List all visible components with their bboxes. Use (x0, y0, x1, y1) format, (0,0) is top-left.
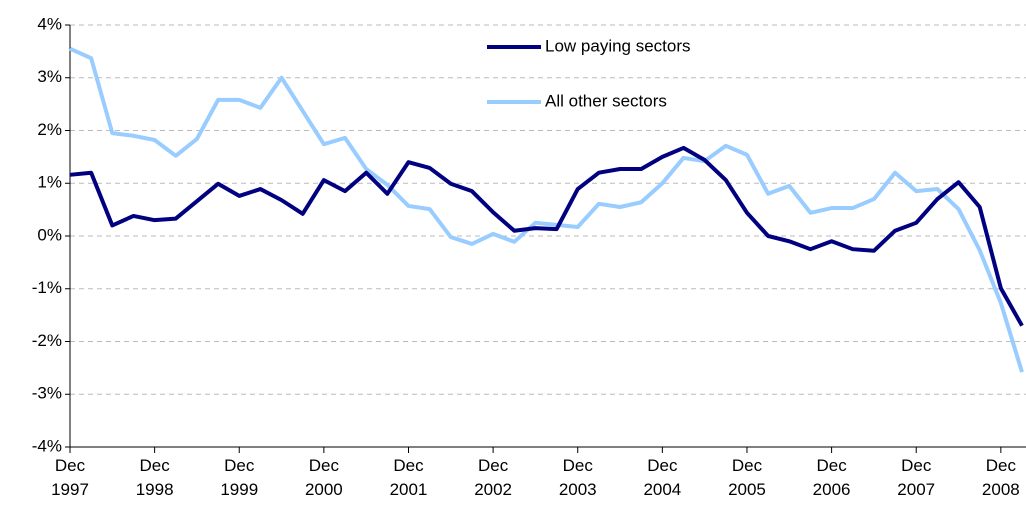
x-tick-label: Dec 2001 (390, 456, 428, 499)
series-line (69, 145, 1024, 327)
x-tick-label: Dec 2008 (982, 456, 1020, 499)
x-tick-label: Dec 2000 (305, 456, 343, 499)
y-tick-label: -4% (32, 436, 62, 455)
legend-label: Low paying sectors (545, 36, 691, 55)
y-tick-label: 4% (37, 14, 62, 33)
x-tick-label: Dec 1999 (220, 456, 258, 499)
x-tick-label: Dec 2005 (728, 456, 766, 499)
legend-label: All other sectors (545, 91, 667, 110)
x-tick-label: Dec 2002 (474, 456, 512, 499)
y-tick-label: 3% (37, 67, 62, 86)
y-tick-label: -2% (32, 331, 62, 350)
y-tick-label: 0% (37, 225, 62, 244)
y-tick-label: 2% (37, 120, 62, 139)
x-tick-label: Dec 1998 (136, 456, 174, 499)
x-tick-label: Dec 2004 (643, 456, 681, 499)
y-tick-label: 1% (37, 173, 62, 192)
series-line (69, 46, 1024, 373)
x-tick-label: Dec 2007 (897, 456, 935, 499)
y-tick-label: -3% (32, 384, 62, 403)
y-tick-label: -1% (32, 278, 62, 297)
x-tick-label: Dec 2006 (813, 456, 851, 499)
x-tick-label: Dec 2003 (559, 456, 597, 499)
x-tick-label: Dec 1997 (51, 456, 89, 499)
